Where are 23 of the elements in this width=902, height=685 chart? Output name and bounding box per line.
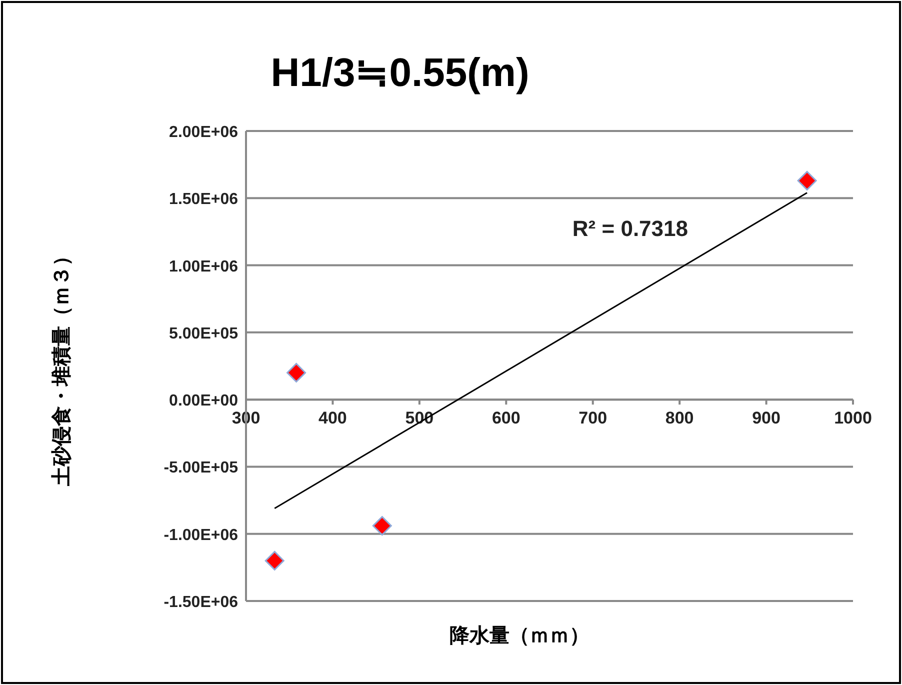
- y-tick-label: 1.00E+06: [169, 258, 238, 276]
- y-tick-label: 5.00E+05: [169, 325, 238, 342]
- chart-title: H1/3≒0.55(m): [270, 51, 530, 95]
- y-tick-label: -1.00E+06: [164, 526, 238, 544]
- x-tick-label: 900: [752, 408, 780, 428]
- x-tick-label: 300: [232, 408, 260, 428]
- annotation: R² = 0.7318: [572, 216, 688, 241]
- x-tick-label: 1000: [834, 408, 872, 428]
- point: [286, 362, 306, 382]
- y-tick-label: 1.50E+06: [169, 191, 238, 208]
- y-tick-label: -5.00E+05: [164, 460, 238, 477]
- x-axis-title: 降水量（ｍｍ）: [450, 625, 590, 647]
- y-tick-label: 0.00E+00: [169, 392, 238, 410]
- y-tick-label: -1.50E+06: [164, 594, 238, 611]
- x-tick-label: 400: [318, 408, 347, 428]
- point: [797, 170, 817, 190]
- x-tick-label: 600: [492, 408, 520, 428]
- x-tick-label: 800: [665, 408, 694, 428]
- point: [372, 516, 392, 536]
- x-tick-label: 700: [578, 408, 608, 428]
- y-tick-label: 2.00E+06: [169, 124, 238, 141]
- y-axis-title: 土砂侵食・堆積量（ｍ３）: [51, 246, 73, 487]
- point: [264, 550, 284, 570]
